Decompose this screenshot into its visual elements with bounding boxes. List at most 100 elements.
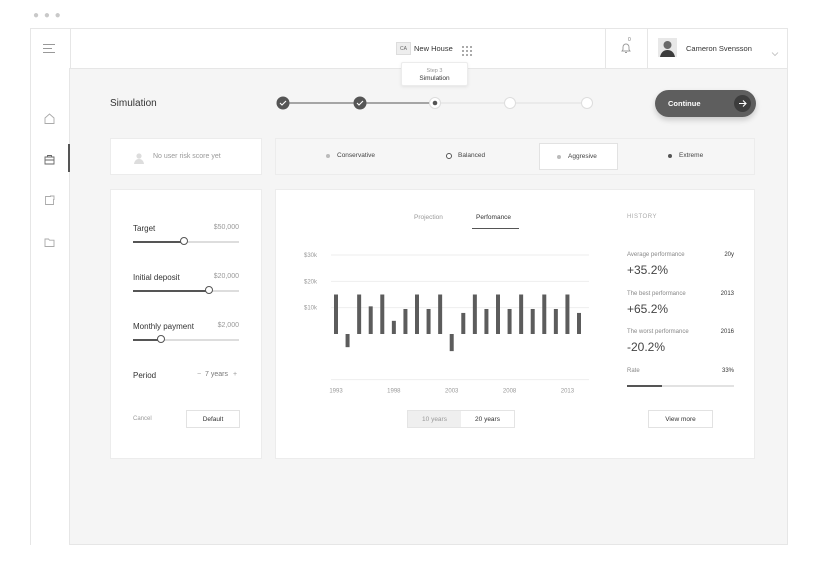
rate-label: Rate (627, 368, 640, 374)
chart-bar (507, 308, 512, 334)
target-value: $50,000 (213, 224, 239, 231)
worst-label: The worst performance (627, 329, 689, 335)
best-label: The best performance (627, 291, 686, 297)
user-name[interactable]: Cameron Svensson (686, 44, 752, 53)
cancel-link[interactable]: Cancel (133, 416, 152, 422)
step-tooltip: Step 3 Simulation (401, 62, 468, 86)
deposit-slider-handle[interactable] (205, 286, 214, 294)
briefcase-icon[interactable] (44, 152, 55, 165)
chart-bar (496, 294, 500, 334)
step-3-current[interactable] (429, 97, 441, 109)
risk-option-aggresive[interactable]: Aggresive (539, 143, 618, 170)
risk-option-balanced[interactable]: Balanced (446, 152, 485, 159)
tab-projection[interactable]: Projection (414, 214, 443, 221)
chart-bar (426, 308, 431, 334)
user-icon (134, 151, 144, 164)
step-1-complete[interactable] (276, 96, 290, 110)
arrow-right-icon (734, 95, 751, 112)
chart-bar (391, 320, 396, 334)
chart-bar (472, 294, 477, 334)
home-icon[interactable] (44, 111, 55, 124)
window-dots-icon: ● ● ● (33, 10, 62, 21)
range-10-years[interactable]: 10 years (408, 411, 461, 427)
folder-icon[interactable] (44, 235, 55, 247)
risk-option-label: Aggresive (568, 153, 597, 160)
step-4[interactable] (504, 97, 516, 109)
default-button[interactable]: Default (186, 410, 240, 428)
risk-score-box: No user risk score yet (110, 138, 262, 175)
chart-bar (484, 308, 489, 334)
avg-label: Average performance (627, 252, 685, 258)
risk-option-conservative[interactable]: Conservative (326, 152, 375, 159)
x-tick-label: 1993 (329, 389, 343, 395)
chart-bar (357, 294, 362, 334)
continue-label: Continue (668, 99, 701, 108)
chart-bar (553, 308, 558, 334)
project-name[interactable]: New House (414, 44, 453, 53)
chart-bar (403, 308, 408, 334)
step-5[interactable] (581, 97, 593, 109)
period-increment[interactable]: + (233, 371, 238, 378)
x-tick-label: 2013 (561, 389, 575, 395)
tab-underline (472, 228, 519, 229)
chart-bar (380, 294, 385, 334)
target-slider-fill (133, 241, 184, 243)
radio-ring-icon (446, 152, 452, 159)
target-slider-handle[interactable] (179, 237, 188, 245)
range-20-years[interactable]: 20 years (461, 411, 514, 427)
radio-dot-icon (668, 153, 672, 158)
menu-icon[interactable] (41, 40, 57, 56)
notification-count: 0 (628, 37, 631, 43)
chart-bar (461, 312, 466, 334)
x-tick-label: 2008 (503, 389, 517, 395)
monthly-slider[interactable] (133, 339, 239, 341)
radio-dot-icon (326, 153, 330, 158)
continue-button[interactable]: Continue (655, 90, 756, 117)
tooltip-step: Step 3 (426, 68, 443, 74)
range-toggle: 10 years 20 years (407, 410, 515, 428)
sidebar (30, 68, 70, 545)
period-decrement[interactable]: − (197, 371, 202, 378)
avg-tag: 20y (724, 252, 734, 258)
risk-option-extreme[interactable]: Extreme (668, 152, 703, 159)
check-icon (279, 100, 287, 106)
export-icon[interactable] (44, 193, 55, 205)
view-more-button[interactable]: View more (648, 410, 713, 428)
deposit-label: Initial deposit (133, 273, 180, 282)
chart-bar (345, 334, 350, 348)
performance-panel: Projection Perfomance $30k $20k $10k 1993 19… (275, 189, 755, 459)
rate-value: 33% (721, 368, 734, 374)
divider (70, 28, 71, 69)
monthly-slider-handle[interactable] (156, 335, 165, 343)
risk-option-label: Conservative (337, 152, 375, 159)
step-2-complete[interactable] (353, 96, 367, 110)
rate-bar-fill (627, 385, 663, 387)
avatar[interactable] (658, 38, 677, 57)
parameters-panel: Target $50,000 Initial deposit $20,000 M… (110, 189, 262, 459)
x-tick-label: 1998 (387, 389, 401, 395)
monthly-label: Monthly payment (133, 322, 194, 331)
y-tick-label: $30k (304, 253, 318, 259)
chart-bar (449, 334, 454, 352)
chart-bar (368, 306, 373, 334)
performance-chart: $30k $20k $10k 1993 1998 2003 2008 2013 (304, 253, 589, 395)
monthly-value: $2,000 (217, 322, 239, 329)
period-value: 7 years (205, 371, 228, 378)
check-icon (356, 100, 364, 106)
bell-icon[interactable] (620, 41, 632, 53)
monthly-slider-fill (133, 339, 161, 341)
deposit-slider-fill (133, 290, 210, 292)
tooltip-title: Simulation (419, 75, 450, 82)
tab-performance[interactable]: Perfomance (476, 214, 512, 221)
chart-bar (438, 294, 443, 334)
active-indicator (68, 144, 70, 172)
apps-grid-icon[interactable] (462, 43, 472, 56)
chevron-down-icon[interactable] (771, 44, 779, 57)
deposit-value: $20,000 (213, 273, 239, 280)
chart-bar (530, 308, 535, 334)
period-label: Period (133, 371, 157, 380)
target-label: Target (133, 224, 156, 233)
progress-stepper (276, 96, 593, 110)
divider (647, 28, 648, 69)
history-title: HISTORY (627, 214, 657, 220)
